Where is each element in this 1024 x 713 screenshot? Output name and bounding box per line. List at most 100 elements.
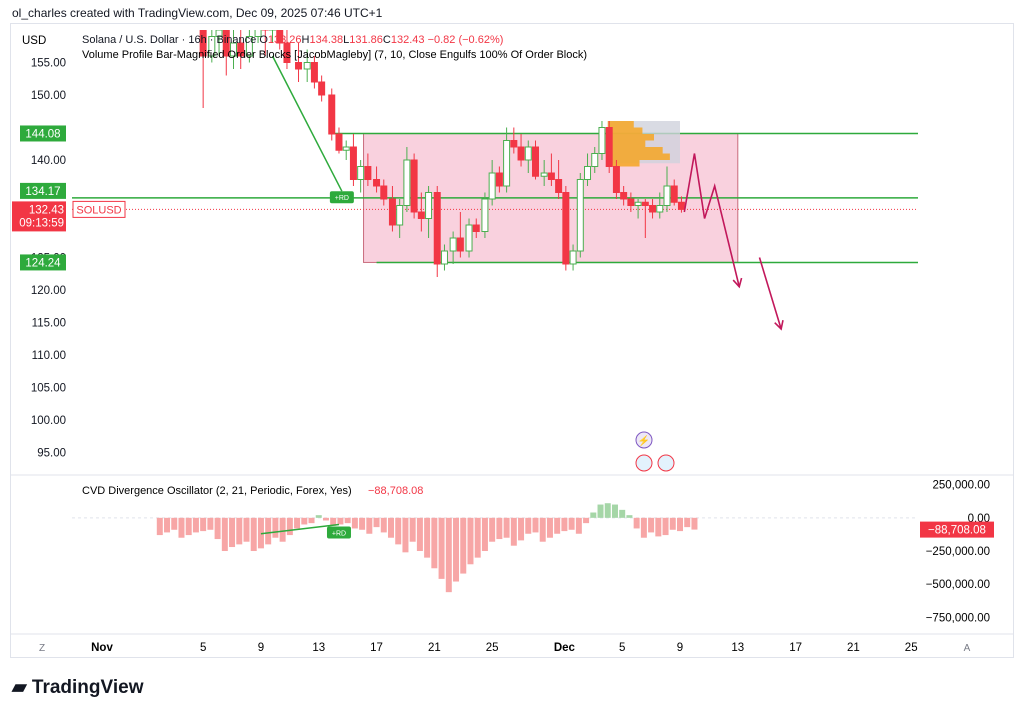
candle-body <box>547 172 555 180</box>
oscillator-bar <box>597 504 604 518</box>
oscillator-bar <box>590 512 597 518</box>
candle-body <box>649 205 657 213</box>
oscillator-bar <box>265 517 272 545</box>
time-tick-label: 13 <box>731 642 744 654</box>
oscillator-bar <box>272 517 279 538</box>
last-price-badge <box>12 201 66 232</box>
candle-body <box>612 166 620 193</box>
zoom-button[interactable]: Z <box>39 643 45 654</box>
oscillator-bar <box>322 517 329 521</box>
auto-scale-button[interactable]: A <box>964 643 971 654</box>
candle-body <box>199 30 207 57</box>
oscillator-bar <box>431 517 438 569</box>
osc-rd-badge-label: +RD <box>332 530 346 537</box>
candle-body <box>440 250 448 265</box>
osc-value-badge <box>920 521 994 538</box>
candle-body <box>310 62 318 83</box>
volume-profile-bar <box>607 140 646 147</box>
oscillator-bar <box>445 517 452 593</box>
oscillator-bar <box>489 517 496 542</box>
ai-event-glyph: ⚡ <box>638 434 650 447</box>
oscillator-bar <box>308 517 315 524</box>
oscillator-bar <box>315 515 322 518</box>
candle-body <box>670 185 678 203</box>
time-tick-label: 17 <box>370 642 383 654</box>
candle-body <box>237 42 245 57</box>
oscillator-bar <box>518 517 525 541</box>
candle-body <box>591 153 599 167</box>
oscillator-bar <box>380 517 387 533</box>
upper-level-badge <box>20 125 66 142</box>
price-tick-label: 140.00 <box>31 155 66 167</box>
brand-name: TradingView <box>31 677 144 698</box>
oscillator-bar <box>250 517 257 552</box>
candle-body <box>677 201 685 210</box>
candle-body <box>364 166 372 180</box>
candle-body <box>388 198 396 226</box>
oscillator-bar <box>561 517 568 532</box>
candle-body <box>245 36 253 57</box>
candle-body <box>254 30 262 37</box>
candle-body <box>532 146 539 177</box>
oscillator-bar <box>583 517 590 524</box>
countdown-label: 09:13:59 <box>19 217 64 229</box>
candle-body <box>373 179 381 187</box>
oscillator-bar <box>402 517 409 553</box>
oscillator-bar <box>525 517 532 534</box>
oscillator-bar <box>438 517 445 579</box>
candle-body <box>605 127 613 167</box>
candle-body <box>229 42 237 57</box>
candle-body <box>276 30 284 44</box>
lower-level-badge <box>20 254 66 271</box>
rd-badge-label: +RD <box>335 195 349 202</box>
osc-tick-label: −250,000.00 <box>926 546 990 558</box>
lower-level-badge-label: 124.24 <box>25 257 61 269</box>
candle-body <box>584 166 592 180</box>
candle-body <box>641 201 649 206</box>
oscillator-bar <box>301 517 308 525</box>
oscillator-bar <box>388 517 394 538</box>
oscillator-bar <box>416 517 423 552</box>
oscillator-bar <box>539 517 546 542</box>
candle-body <box>472 224 480 232</box>
oscillator-bar <box>286 517 293 536</box>
candle-body <box>318 81 326 96</box>
tv-logo-icon: ▰ <box>12 677 27 698</box>
oscillator-bar <box>373 517 380 528</box>
oscillator-bar <box>156 517 163 536</box>
projection-arrow-head <box>732 277 743 289</box>
oscillator-bar <box>662 517 669 536</box>
candle-body <box>222 30 230 57</box>
tradingview-logo[interactable]: ▰ TradingView <box>12 676 143 699</box>
candle-body <box>215 30 223 37</box>
price-tick-label: 95.00 <box>37 448 66 460</box>
symbol-badge-label: SOLUSD <box>76 204 121 216</box>
oscillator-bar <box>229 517 236 548</box>
time-tick-label: Nov <box>91 642 113 654</box>
candles <box>199 30 685 277</box>
oscillator-bar <box>243 517 250 542</box>
time-tick-label: 21 <box>428 642 441 654</box>
oscillator-bar <box>424 517 431 558</box>
oscillator-bar <box>221 517 228 552</box>
oscillator-bar <box>568 517 575 530</box>
volume-profile-bar <box>607 134 654 141</box>
candle-body <box>328 94 336 135</box>
mid-level-badge-label: 134.17 <box>25 186 60 198</box>
candle-body <box>335 133 343 151</box>
time-tick-label: 25 <box>905 642 918 654</box>
divergence-line <box>271 55 343 192</box>
oscillator-bar <box>481 517 488 552</box>
time-tick-label: Dec <box>554 642 576 654</box>
candle-body <box>295 62 303 70</box>
oscillator-bar <box>359 517 366 530</box>
oscillator-bar <box>532 517 539 533</box>
volume-profile-bar <box>607 160 640 167</box>
candle-body <box>269 30 277 31</box>
oscillator-bar <box>366 517 373 534</box>
us-flag-event-icon-2 <box>657 454 675 472</box>
volume-profile-bar <box>607 153 670 160</box>
oscillator-bar <box>503 517 510 538</box>
oscillator-bar <box>619 509 626 518</box>
